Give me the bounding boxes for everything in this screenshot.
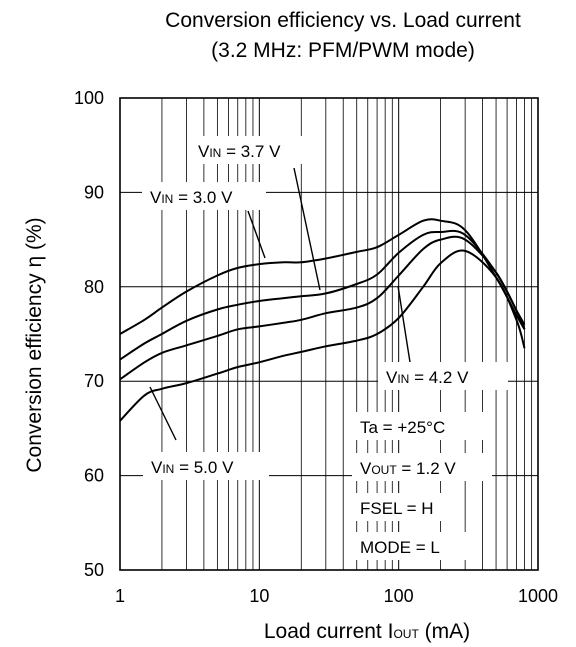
y-tick-label: 60 <box>84 466 104 486</box>
annotation-bg <box>190 136 314 164</box>
leader-line-3 <box>149 386 177 441</box>
x-tick-label: 100 <box>384 586 414 606</box>
annotation-ta: Ta = +25°C <box>360 418 445 437</box>
annotation-bg <box>143 452 269 480</box>
annotation-vout: VOUT = 1.2 V <box>360 459 456 478</box>
x-tick-label: 1000 <box>518 586 558 606</box>
annotation-vin30: VIN = 3.0 V <box>150 188 233 207</box>
annotation-vin50: VIN = 5.0 V <box>151 458 234 477</box>
grid-lines <box>120 98 538 570</box>
y-tick-labels: 50 60 70 80 90 100 <box>74 88 104 580</box>
x-tick-labels: 1 10 100 1000 <box>115 586 558 606</box>
x-tick-label: 10 <box>249 586 269 606</box>
x-axis-label: Load current IOUT (mA) <box>264 620 470 643</box>
leader-line-1 <box>293 167 321 291</box>
annotation-bg <box>352 453 492 481</box>
y-axis-label: Conversion efficiency η (%) <box>23 217 46 472</box>
x-tick-label: 1 <box>115 586 125 606</box>
y-tick-label: 80 <box>84 277 104 297</box>
annotation-bg <box>352 493 462 521</box>
annotation-mode: MODE = L <box>360 538 440 557</box>
chart-subtitle: (3.2 MHz: PFM/PWM mode) <box>211 39 475 62</box>
series-curves <box>119 218 526 422</box>
annotation-fsel: FSEL = H <box>360 499 434 518</box>
leader-lines <box>149 167 413 441</box>
series-line-1 <box>119 229 526 361</box>
plot-frame <box>119 97 539 571</box>
annotation-bg <box>352 412 492 440</box>
y-tick-label: 100 <box>74 88 104 108</box>
annotation-vin42: VIN = 4.2 V <box>386 368 469 387</box>
annotations: VIN = 3.0 V VIN = 3.7 V VIN = 4.2 V VIN = 5… <box>142 136 508 560</box>
series-line-3 <box>119 249 526 422</box>
leader-line-2 <box>397 285 413 376</box>
y-tick-label: 90 <box>84 182 104 202</box>
chart-title: Conversion efficiency vs. Load current <box>165 9 521 32</box>
series-line-2 <box>119 235 526 381</box>
leader-line-0 <box>247 210 266 259</box>
annotation-vin37: VIN = 3.7 V <box>198 142 281 161</box>
series-line-0 <box>119 218 526 335</box>
annotation-bg <box>378 362 508 390</box>
y-tick-label: 70 <box>84 371 104 391</box>
annotation-bg <box>142 182 266 210</box>
y-tick-label: 50 <box>84 560 104 580</box>
annotation-bg <box>352 532 474 560</box>
